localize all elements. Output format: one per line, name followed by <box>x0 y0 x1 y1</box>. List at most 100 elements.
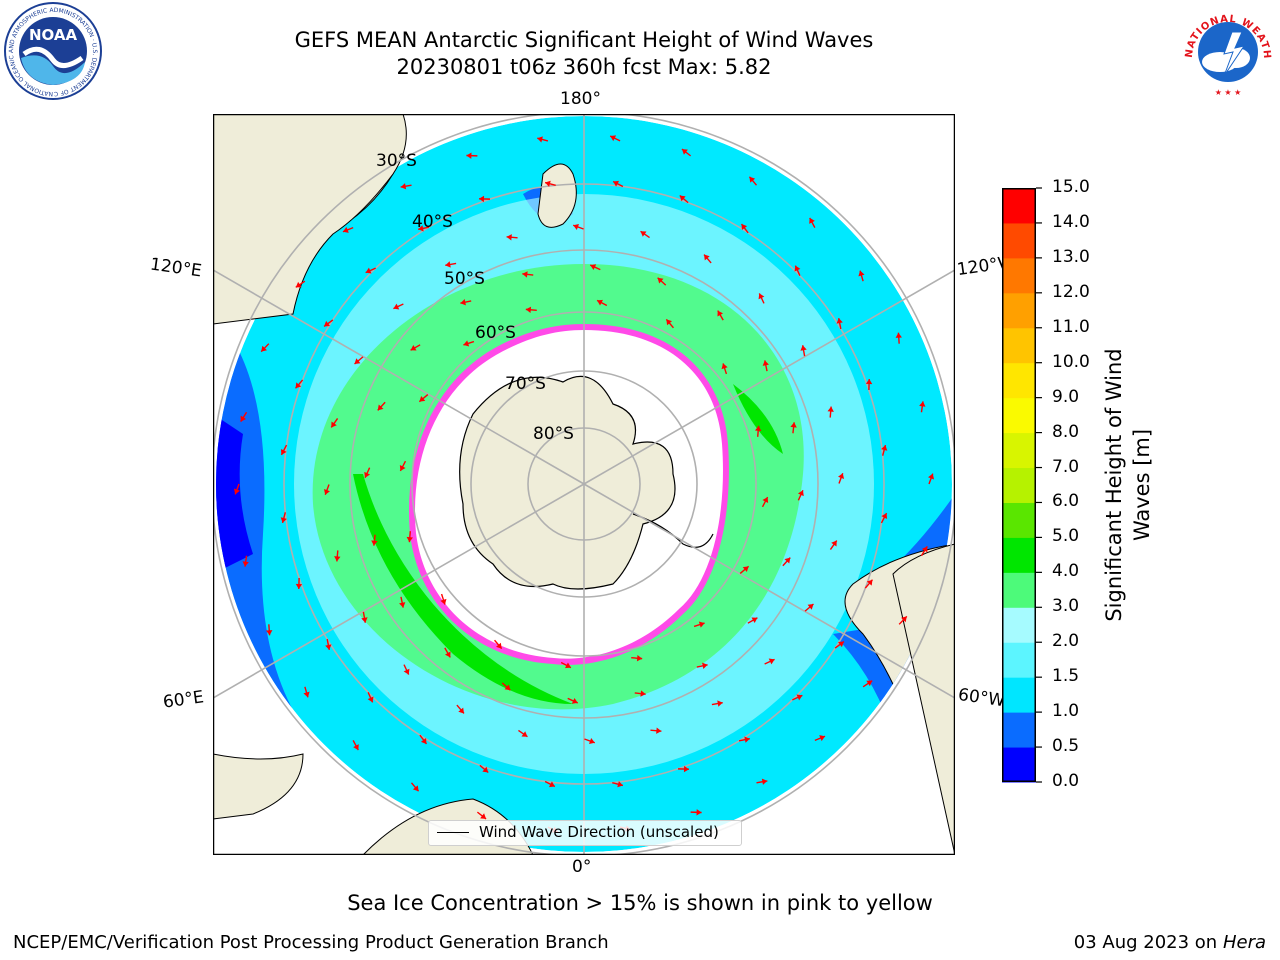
colorbar-tick-label: 12.0 <box>1052 281 1090 302</box>
wave-direction-arrow <box>440 593 447 605</box>
wave-direction-arrow <box>406 531 413 543</box>
colorbar-tick-label: 11.0 <box>1052 316 1090 337</box>
wave-direction-arrow <box>567 697 579 704</box>
wave-direction-arrow <box>711 700 723 707</box>
colorbar-tick-label: 9.0 <box>1052 386 1080 407</box>
wave-direction-arrow <box>748 176 758 186</box>
wave-direction-arrow <box>895 332 902 344</box>
wave-direction-arrow <box>678 765 690 773</box>
colorbar-segment <box>1002 397 1036 434</box>
colorbar-tick-label: 15.0 <box>1052 177 1090 197</box>
wave-direction-arrow <box>506 234 518 241</box>
wave-direction-arrow <box>838 472 845 484</box>
wave-direction-arrow <box>260 343 270 353</box>
lon-label-60e: 60°E <box>161 687 206 713</box>
wave-direction-arrow <box>829 540 838 550</box>
colorbar-tick-label: 1.5 <box>1052 666 1080 687</box>
colorbar-segment <box>1002 712 1036 748</box>
colorbar-segment <box>1002 607 1036 643</box>
wave-direction-arrow <box>418 394 429 403</box>
lat-label-40s: 40°S <box>412 212 453 232</box>
wave-direction-arrow <box>589 264 601 271</box>
wave-direction-arrow <box>880 512 888 524</box>
wave-direction-arrow <box>696 662 708 669</box>
wave-direction-arrow <box>703 254 712 264</box>
wave-direction-arrow <box>631 655 643 662</box>
colorbar-segment <box>1002 502 1036 538</box>
wave-direction-arrow <box>721 363 728 375</box>
wave-direction-arrow <box>584 738 596 745</box>
wave-region-high <box>353 474 573 704</box>
wave-direction-arrow <box>792 694 803 701</box>
wave-direction-arrow <box>525 306 537 313</box>
wave-direction-arrow <box>410 344 421 351</box>
lat-label-70s: 70°S <box>505 374 546 394</box>
colorbar-tick-label: 3.0 <box>1052 596 1080 617</box>
wave-direction-arrow <box>323 319 334 328</box>
wave-direction-arrow <box>790 422 797 434</box>
colorbar-tick-label: 1.0 <box>1052 701 1080 722</box>
wave-direction-arrow <box>403 664 410 675</box>
wave-direction-arrow <box>295 578 303 590</box>
wave-direction-arrow <box>410 782 420 792</box>
wind-wave-arrows <box>233 135 935 833</box>
colorbar-segment <box>1002 327 1036 364</box>
wave-direction-arrow <box>460 299 472 306</box>
colorbar-segment <box>1002 188 1036 224</box>
chart-title: GEFS MEAN Antarctic Significant Height o… <box>294 28 874 52</box>
wave-direction-arrow <box>354 356 364 365</box>
wave-direction-arrow <box>809 217 816 228</box>
wave-direction-arrow <box>445 261 457 268</box>
nws-logo: NATIONAL WEATHER SERVICE ★ ★ ★ <box>1178 2 1275 98</box>
wave-direction-arrow <box>761 496 769 508</box>
colorbar-tick-label: 6.0 <box>1052 491 1080 512</box>
wave-direction-arrow <box>478 195 490 203</box>
colorbar-segment <box>1002 222 1036 259</box>
graticule <box>213 114 955 855</box>
wave-direction-arrow <box>756 778 768 785</box>
wave-direction-arrow <box>295 280 306 288</box>
wave-direction-arrow <box>640 230 650 239</box>
wave-direction-arrow <box>494 639 503 650</box>
wave-direction-arrow <box>400 183 412 190</box>
colorbar-tick-label: 14.0 <box>1052 211 1090 232</box>
wave-direction-arrow <box>919 401 926 413</box>
wave-direction-arrow <box>361 611 368 623</box>
wave-direction-arrow <box>537 136 549 143</box>
wave-direction-arrow <box>560 661 572 669</box>
lon-label-120e: 120°E <box>148 254 203 282</box>
colorbar-segment <box>1002 747 1036 783</box>
wave-direction-arrow <box>758 293 765 304</box>
credit-text: NCEP/EMC/Verification Post Processing Pr… <box>13 932 609 953</box>
wave-direction-arrow <box>367 692 374 703</box>
lat-label-30s: 30°S <box>376 151 417 171</box>
wave-direction-arrow <box>740 223 749 234</box>
wave-direction-arrow <box>466 152 478 159</box>
colorbar-tick-label: 5.0 <box>1052 526 1080 547</box>
wave-direction-arrow <box>693 621 705 628</box>
wave-direction-arrow <box>782 557 791 567</box>
sea-ice-note: Sea Ice Concentration > 15% is shown in … <box>347 891 933 915</box>
wave-direction-arrow <box>739 565 750 574</box>
wave-direction-arrow <box>920 546 928 557</box>
lon-label-60w: 60°W <box>956 684 1006 712</box>
wave-direction-arrow <box>827 406 834 418</box>
wave-direction-arrow <box>596 299 608 307</box>
wave-direction-arrow <box>747 617 758 624</box>
colorbar-tick-label: 0.0 <box>1052 771 1080 791</box>
wave-direction-arrow <box>518 729 528 738</box>
wave-direction-arrow <box>572 223 584 230</box>
wave-direction-arrow <box>419 734 428 745</box>
wave-direction-arrow <box>444 647 451 658</box>
wave-direction-arrow <box>418 225 430 232</box>
wave-direction-arrow <box>679 194 689 204</box>
run-date: 03 Aug 2023 on Hera <box>1074 932 1266 953</box>
wave-direction-arrow <box>612 781 624 788</box>
wave-direction-arrow <box>814 735 826 742</box>
wave-direction-arrow <box>399 460 407 472</box>
new-zealand <box>537 163 577 228</box>
colorbar-tick-label: 7.0 <box>1052 456 1080 477</box>
legend-text: Wind Wave Direction (unscaled) <box>479 823 719 841</box>
chart-subtitle: 20230801 t06z 360h fcst Max: 5.82 <box>396 55 772 79</box>
wave-direction-arrow <box>463 340 475 347</box>
